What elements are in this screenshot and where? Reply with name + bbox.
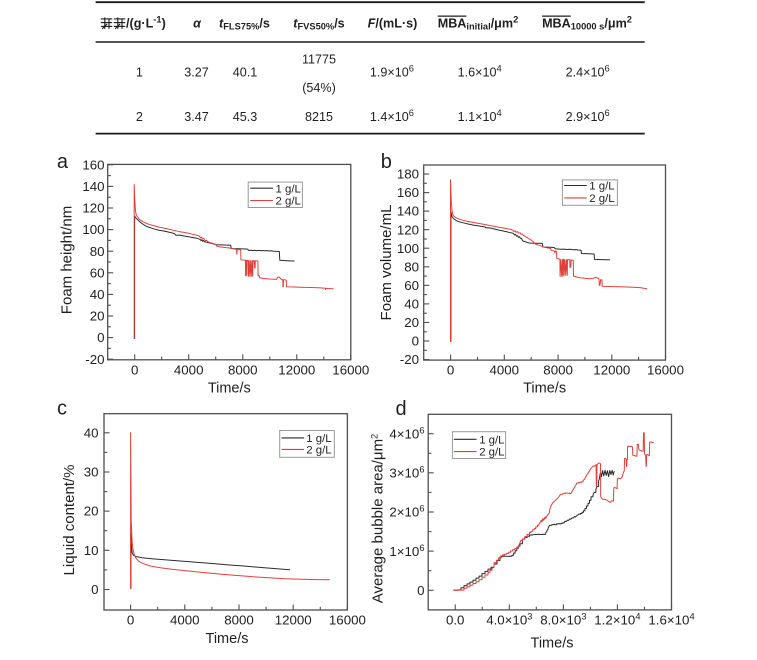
svg-text:0.0: 0.0: [446, 613, 465, 628]
svg-text:10: 10: [84, 543, 99, 558]
svg-text:1.6×104: 1.6×104: [458, 64, 502, 80]
svg-text:3.27: 3.27: [184, 66, 209, 80]
svg-text:1.1×104: 1.1×104: [458, 108, 502, 124]
svg-text:1×106: 1×106: [389, 543, 424, 559]
svg-text:20: 20: [90, 309, 105, 324]
svg-text:Foam height/nm: Foam height/nm: [59, 206, 76, 314]
svg-text:Average bubble area/μm2: Average bubble area/μm2: [370, 434, 387, 603]
svg-text:tFVS50%/s: tFVS50%/s: [293, 17, 344, 32]
svg-text:60: 60: [90, 265, 105, 280]
svg-text:4×106: 4×106: [389, 425, 424, 441]
svg-text:8.0×103: 8.0×103: [540, 612, 586, 628]
svg-text:12000: 12000: [275, 613, 312, 628]
svg-text:1.2×104: 1.2×104: [594, 612, 640, 628]
svg-text:d: d: [395, 398, 406, 420]
svg-text:Time/s: Time/s: [531, 636, 574, 652]
svg-text:-20: -20: [400, 352, 419, 367]
svg-text:60: 60: [404, 278, 419, 293]
svg-text:1: 1: [136, 66, 143, 80]
svg-text:2 g/L: 2 g/L: [276, 196, 301, 208]
svg-text:30: 30: [84, 465, 99, 480]
svg-text:F/(mL·s): F/(mL·s): [368, 17, 418, 31]
svg-text:8000: 8000: [224, 613, 254, 628]
svg-text:2×106: 2×106: [389, 504, 424, 520]
svg-text:1.4×106: 1.4×106: [370, 108, 414, 124]
svg-text:4.0×103: 4.0×103: [486, 612, 532, 628]
svg-text:80: 80: [90, 244, 105, 259]
svg-text:40: 40: [84, 425, 99, 440]
svg-text:8000: 8000: [228, 363, 258, 378]
svg-text:4000: 4000: [174, 363, 204, 378]
svg-text:α: α: [193, 17, 202, 31]
svg-text:0: 0: [417, 583, 424, 598]
svg-text:180: 180: [397, 167, 419, 182]
svg-text:-20: -20: [85, 352, 104, 367]
svg-text:16000: 16000: [332, 363, 369, 378]
svg-text:1 g/L: 1 g/L: [589, 181, 614, 193]
svg-text:(54%): (54%): [302, 81, 336, 95]
svg-text:tFLS75%/s: tFLS75%/s: [219, 17, 270, 32]
svg-text:8000: 8000: [543, 363, 573, 378]
svg-text:1.9×106: 1.9×106: [370, 64, 414, 80]
svg-text:1 g/L: 1 g/L: [276, 183, 301, 195]
svg-text:0: 0: [91, 582, 98, 597]
svg-text:140: 140: [82, 179, 104, 194]
svg-text:a: a: [57, 151, 69, 173]
svg-text:Time/s: Time/s: [208, 380, 251, 396]
svg-text:Foam volume/mL: Foam volume/mL: [378, 205, 395, 321]
svg-text:2 g/L: 2 g/L: [306, 445, 331, 457]
svg-text:0: 0: [131, 363, 138, 378]
svg-text:20: 20: [84, 504, 99, 519]
svg-text:2.9×106: 2.9×106: [566, 108, 610, 124]
svg-text:1 g/L: 1 g/L: [306, 433, 331, 445]
svg-text:16000: 16000: [647, 363, 684, 378]
svg-text:40: 40: [404, 297, 419, 312]
svg-text:40.1: 40.1: [233, 66, 258, 80]
svg-text:3.47: 3.47: [184, 110, 209, 124]
svg-text:MBA10000 s/μm2: MBA10000 s/μm2: [542, 15, 632, 32]
svg-text:MBAinitial/μm2: MBAinitial/μm2: [438, 15, 519, 32]
svg-text:b: b: [381, 151, 392, 173]
svg-text:45.3: 45.3: [233, 110, 258, 124]
svg-text:2 g/L: 2 g/L: [479, 447, 504, 459]
svg-text:11775: 11775: [302, 53, 336, 67]
svg-text:0: 0: [447, 363, 454, 378]
svg-text:40: 40: [90, 287, 105, 302]
svg-text:2.4×106: 2.4×106: [566, 64, 610, 80]
svg-text:0: 0: [97, 330, 104, 345]
svg-text:2 g/L: 2 g/L: [589, 193, 614, 205]
svg-text:80: 80: [404, 259, 419, 274]
svg-text:1 g/L: 1 g/L: [479, 434, 504, 446]
svg-text:20: 20: [404, 315, 419, 330]
svg-text:16000: 16000: [329, 613, 366, 628]
svg-text:120: 120: [397, 222, 419, 237]
svg-text:100: 100: [397, 241, 419, 256]
svg-text:4000: 4000: [170, 613, 200, 628]
svg-text:4000: 4000: [490, 363, 520, 378]
svg-text:Liquid content/%: Liquid content/%: [61, 465, 78, 576]
svg-text:12000: 12000: [278, 363, 315, 378]
svg-text:Time/s: Time/s: [206, 631, 249, 647]
svg-text:0: 0: [127, 613, 134, 628]
svg-text:c: c: [57, 398, 67, 420]
svg-text:120: 120: [82, 201, 104, 216]
svg-text:Time/s: Time/s: [523, 380, 566, 396]
svg-text:2: 2: [136, 110, 143, 124]
svg-text:3×106: 3×106: [389, 464, 424, 480]
svg-text:12000: 12000: [593, 363, 630, 378]
svg-text:100: 100: [82, 222, 104, 237]
svg-text:1.6×104: 1.6×104: [648, 612, 694, 628]
svg-text:140: 140: [397, 204, 419, 219]
svg-text:0: 0: [412, 334, 419, 349]
svg-text:160: 160: [397, 185, 419, 200]
svg-text:8215: 8215: [305, 110, 333, 124]
svg-text:160: 160: [82, 157, 104, 172]
svg-text:/(g·L-1): /(g·L-1): [126, 15, 166, 31]
